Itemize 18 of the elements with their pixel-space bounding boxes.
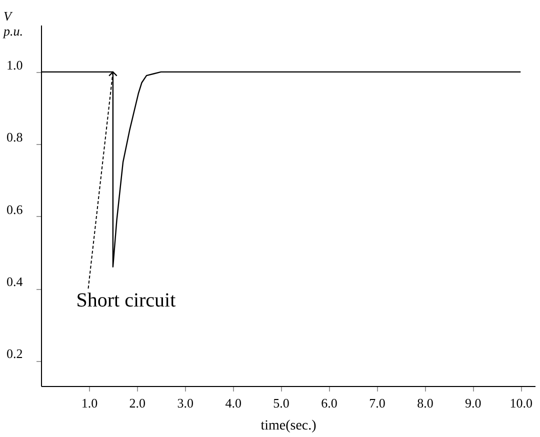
x-tick-label: 5.0 [273,396,290,410]
x-tick-label: 4.0 [225,396,242,410]
x-tick-label: 6.0 [321,396,338,410]
y-tick-label: 0.4 [6,274,24,290]
x-tick-label: 1.0 [81,396,98,410]
x-tick-label: 8.0 [417,396,434,410]
y-tick-label: 0.2 [6,346,23,362]
y-tick-label: 0.6 [6,202,24,217]
y-axis-title: V p.u. [2,8,23,38]
x-tick-label: 3.0 [177,396,194,410]
y-tick-label: 1.0 [6,57,23,72]
x-tick-label: 9.0 [465,396,482,410]
y-tick-label: 0.8 [6,130,23,145]
annotation: Short circuit [76,290,176,312]
x-tick-label: 10.0 [510,396,532,410]
x-axis-title: time(sec.) [260,418,317,434]
x-tick-label: 7.0 [369,396,386,410]
x-tick-label: 2.0 [129,396,146,410]
